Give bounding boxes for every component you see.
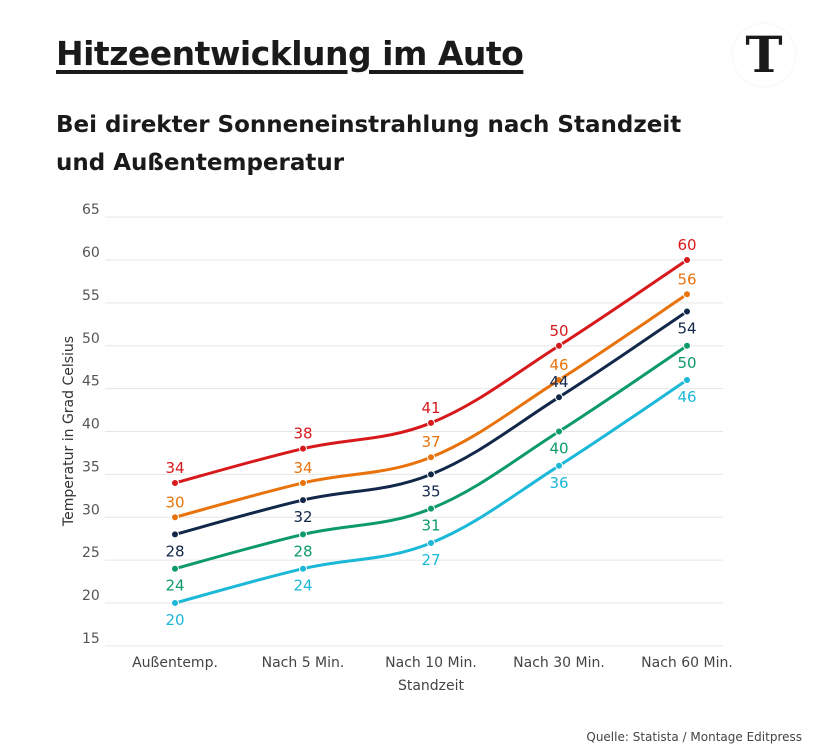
data-label: 20 <box>165 611 184 629</box>
data-point <box>299 496 307 505</box>
data-label: 24 <box>293 577 312 595</box>
data-label: 44 <box>549 373 568 391</box>
data-point <box>555 427 563 436</box>
y-tick-label: 30 <box>82 502 100 518</box>
data-label: 37 <box>421 433 440 451</box>
data-point <box>427 453 435 462</box>
data-label: 28 <box>293 542 312 560</box>
data-point <box>555 461 563 470</box>
y-tick-label: 60 <box>82 245 100 261</box>
data-label: 56 <box>677 270 696 288</box>
data-point <box>427 418 435 427</box>
data-point <box>555 376 563 385</box>
source-note: Quelle: Statista / Montage Editpress <box>586 730 802 744</box>
data-point <box>299 444 307 453</box>
y-tick-label: 45 <box>82 374 100 390</box>
data-point <box>555 393 563 402</box>
y-tick-label: 50 <box>82 331 100 347</box>
y-tick-label: 35 <box>82 459 100 475</box>
data-point <box>299 530 307 539</box>
chart-subtitle: Bei direkter Sonneneinstrahlung nach Sta… <box>56 112 682 176</box>
data-point <box>683 307 691 316</box>
data-label: 54 <box>677 319 696 337</box>
data-point <box>171 564 179 573</box>
data-label: 31 <box>421 517 440 535</box>
data-label: 50 <box>549 322 568 340</box>
data-label: 24 <box>165 577 184 595</box>
data-point <box>171 513 179 522</box>
data-label: 38 <box>293 425 312 443</box>
data-point <box>555 341 563 350</box>
data-point <box>683 341 691 350</box>
data-label: 28 <box>165 542 184 560</box>
data-label: 46 <box>549 356 568 374</box>
data-point <box>683 376 691 385</box>
data-label: 60 <box>677 236 696 254</box>
data-label: 30 <box>165 493 184 511</box>
data-label: 36 <box>549 474 568 492</box>
data-label: 32 <box>293 508 312 526</box>
data-point <box>683 290 691 299</box>
data-point <box>683 256 691 264</box>
data-point <box>171 599 179 607</box>
data-point <box>299 478 307 487</box>
data-label: 27 <box>421 551 440 569</box>
chart-title: Hitzeentwicklung im Auto <box>56 34 524 73</box>
data-point <box>427 504 435 513</box>
data-label: 34 <box>293 459 312 477</box>
data-point <box>171 478 179 487</box>
data-point <box>427 470 435 479</box>
y-tick-label: 65 <box>82 202 100 218</box>
x-tick-label: Nach 10 Min. <box>385 655 477 671</box>
data-label: 35 <box>421 482 440 500</box>
x-axis-label: Standzeit <box>398 678 465 694</box>
data-label: 41 <box>421 399 440 417</box>
data-label: 46 <box>677 388 696 406</box>
data-label: 40 <box>549 440 568 458</box>
x-tick-label: Nach 5 Min. <box>262 655 345 671</box>
data-point <box>171 530 179 539</box>
y-tick-label: 25 <box>82 545 100 561</box>
data-label: 50 <box>677 354 696 372</box>
x-tick-label: Nach 30 Min. <box>513 655 605 671</box>
x-tick-label: Nach 60 Min. <box>641 655 733 671</box>
data-label: 34 <box>165 459 184 477</box>
y-axis-label: Temperatur in Grad Celsius <box>61 336 77 527</box>
publisher-logo: T <box>733 24 795 86</box>
x-tick-label: Außentemp. <box>132 655 218 671</box>
y-tick-label: 20 <box>82 588 100 604</box>
data-point <box>427 538 435 547</box>
data-point <box>299 564 307 573</box>
y-tick-label: 40 <box>82 417 100 433</box>
y-tick-label: 55 <box>82 288 100 304</box>
y-tick-label: 15 <box>82 631 100 647</box>
